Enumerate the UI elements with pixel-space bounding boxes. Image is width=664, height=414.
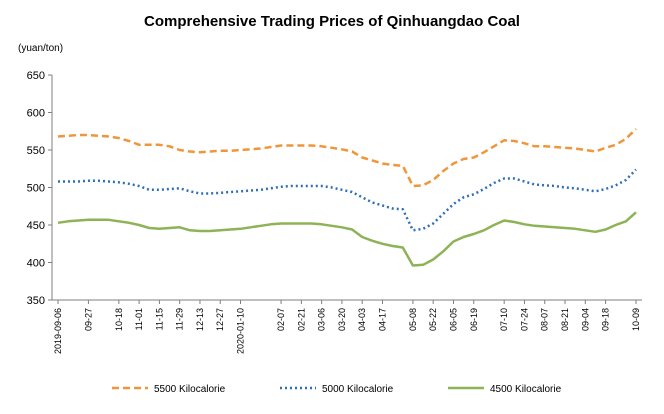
series-line-1 [58,168,637,232]
x-tick-label: 02-21 [296,308,306,331]
x-tick-label: 10-18 [114,308,124,331]
chart-title: Comprehensive Trading Prices of Qinhuang… [144,13,520,30]
legend-label-1: 5000 Kilocalorie [322,384,394,395]
y-tick-label: 500 [27,183,45,195]
x-tick-label: 09-27 [83,308,93,331]
y-tick-label: 550 [27,145,45,157]
x-tick-label: 11-29 [175,308,185,330]
x-tick-label: 09-18 [601,308,611,331]
y-tick-label: 350 [27,295,45,307]
legend: 5500 Kilocalorie 5000 Kilocalorie 4500 Kil… [112,384,562,395]
x-tick-label: 10-09 [631,308,641,331]
y-axis-unit-label: (yuan/ton) [18,43,63,54]
x-tick-label: 11-15 [154,308,164,330]
series-line-2 [57,211,637,267]
y-tick-label: 400 [27,258,45,270]
x-tick-label: 07-10 [499,308,509,331]
x-tick-label: 2019-09-06 [53,308,63,354]
x-tick-label: 07-24 [519,308,529,331]
series-line-0 [57,128,637,188]
x-tick-label: 04-17 [377,308,387,331]
x-tick-label: 09-04 [580,308,590,331]
legend-label-0: 5500 Kilocalorie [154,384,226,395]
x-tick-label: 06-19 [469,308,479,331]
x-tick-label: 05-22 [428,308,438,331]
y-tick-label: 600 [27,108,45,120]
x-tick-label: 12-27 [215,308,225,331]
y-tick-label: 450 [27,220,45,232]
x-tick-label: 12-13 [195,308,205,331]
x-tick-label: 08-07 [540,308,550,331]
x-tick-label: 08-21 [560,308,570,331]
x-tick-label: 02-07 [276,308,286,331]
x-tick-label: 04-03 [357,308,367,331]
x-tick-labels: 2019-09-06 09-27 10-18 11-01 11-15 11-29 12-13… [53,300,641,354]
x-tick-label: 2020-01-10 [236,308,246,354]
x-tick-label: 05-08 [408,308,418,331]
series-lines [57,128,637,267]
y-tick-label: 650 [27,70,45,82]
x-tick-label: 03-06 [317,308,327,331]
legend-label-2: 4500 Kilocalorie [490,384,562,395]
x-tick-label: 11-01 [134,308,144,330]
x-tick-label: 03-20 [337,308,347,331]
x-tick-label: 06-05 [448,308,458,331]
y-tick-labels: 350 400 450 500 550 600 650 [27,70,52,307]
